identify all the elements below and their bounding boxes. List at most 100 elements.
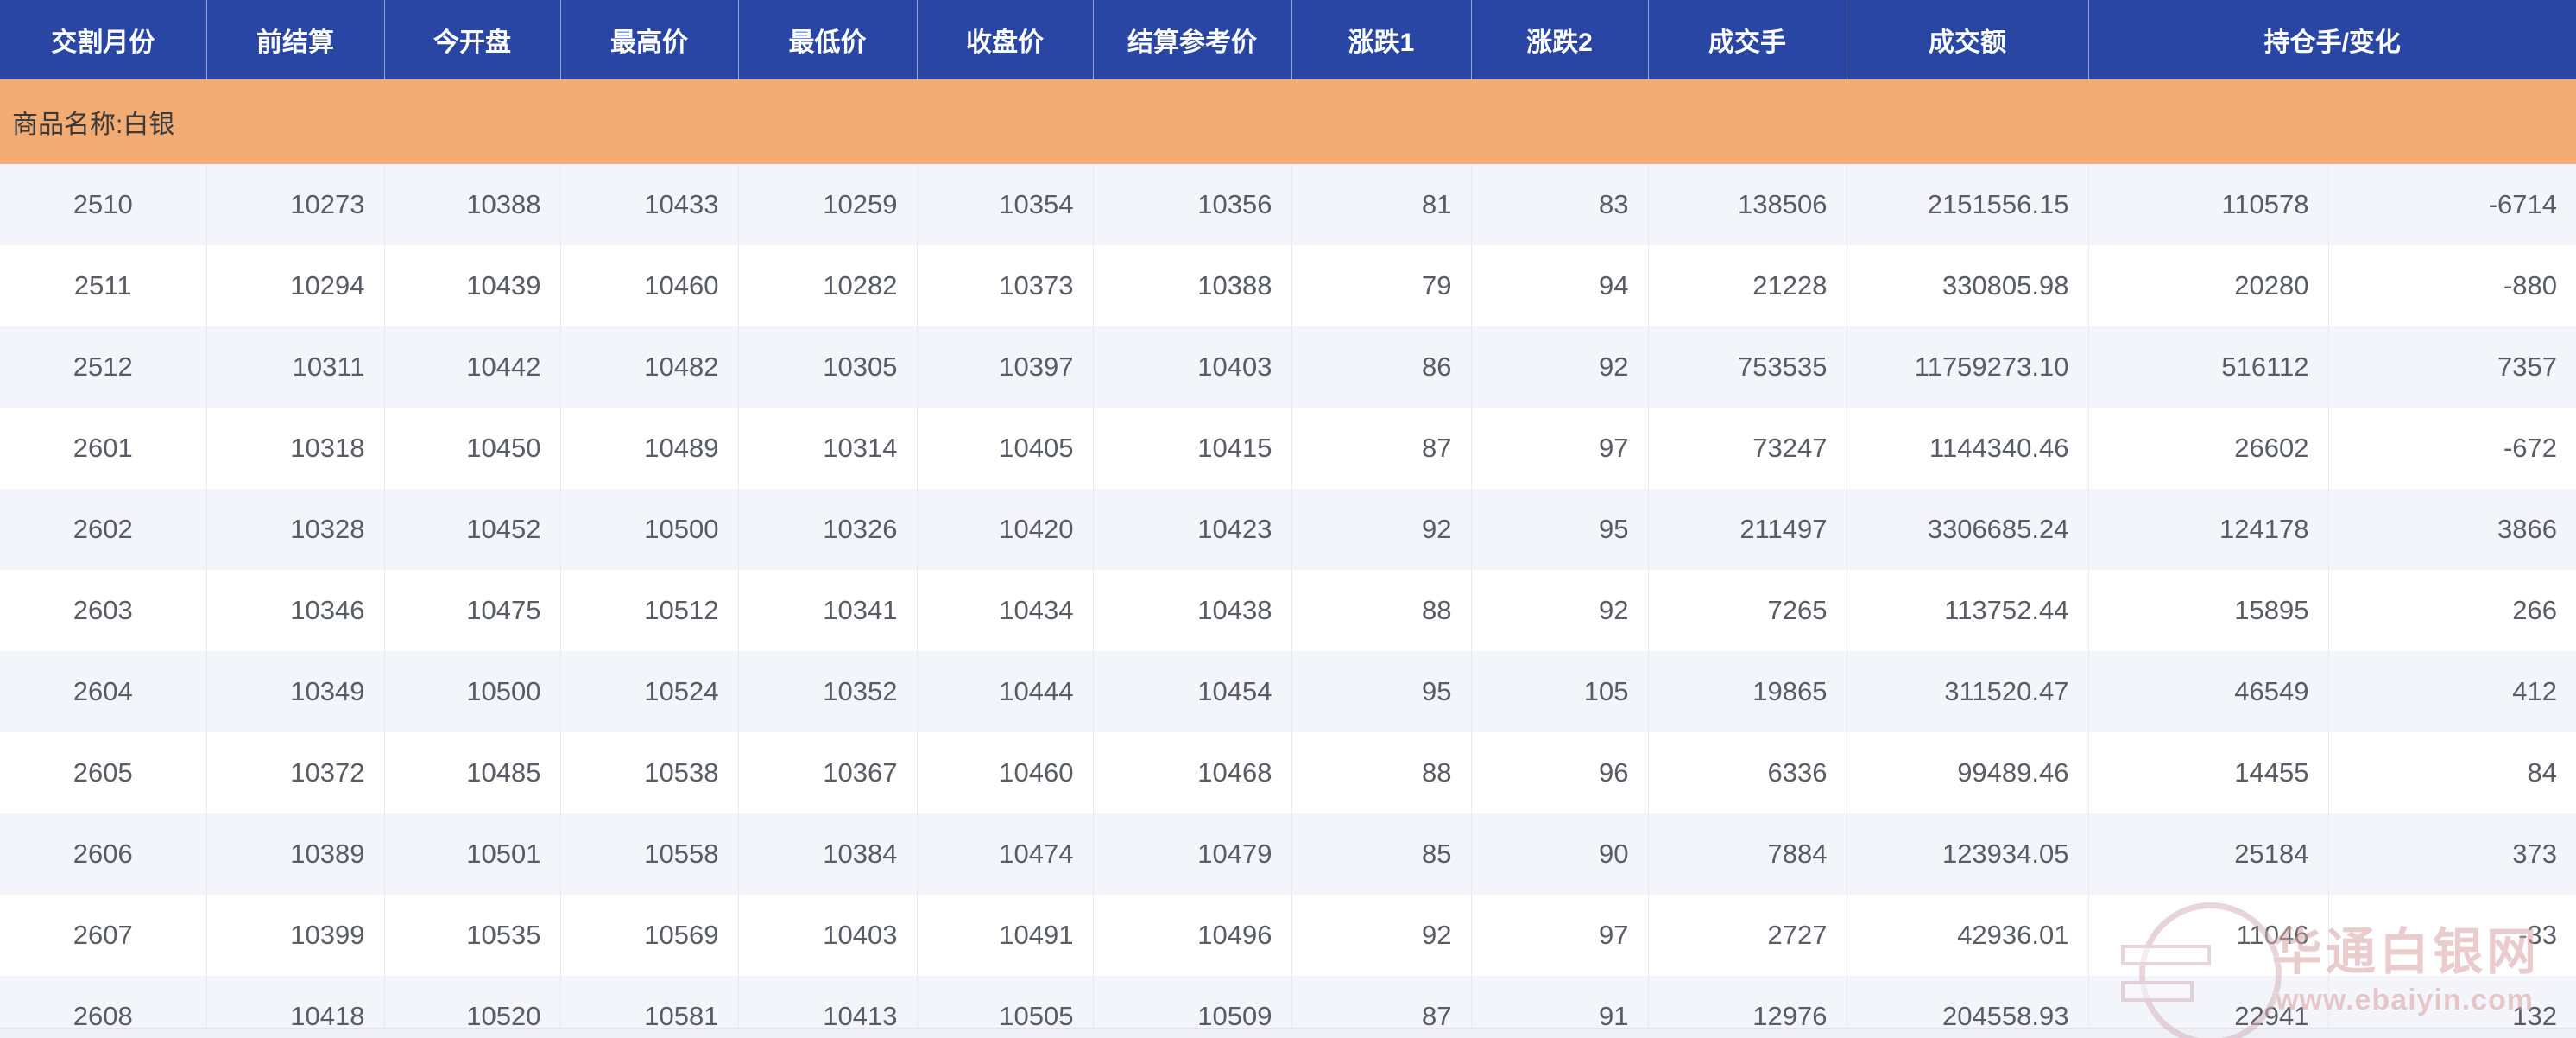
table-cell: 91 bbox=[1471, 976, 1649, 1028]
table-cell: 412 bbox=[2328, 651, 2576, 732]
product-group-label: 商品名称:白银 bbox=[0, 79, 2576, 164]
table-cell: 10444 bbox=[917, 651, 1094, 732]
cell-delivery-month: 2608 bbox=[0, 976, 207, 1028]
table-cell: -33 bbox=[2328, 895, 2576, 976]
table-cell: 85 bbox=[1291, 813, 1472, 895]
table-cell: 92 bbox=[1471, 570, 1649, 651]
table-cell: 25184 bbox=[2088, 813, 2329, 895]
table-cell: 124178 bbox=[2088, 489, 2329, 570]
table-cell: 10418 bbox=[206, 976, 385, 1028]
table-row: 2511 10294 10439 10460 10282 10373 10388 79 94 21… bbox=[0, 245, 2576, 326]
table-cell: 10501 bbox=[384, 813, 561, 895]
table-cell: 92 bbox=[1471, 326, 1649, 408]
table-row: 2608 10418 10520 10581 10413 10505 10509 87 91 12… bbox=[0, 976, 2576, 1028]
column-header-low: 最低价 bbox=[738, 0, 918, 79]
table-cell: 10326 bbox=[738, 489, 918, 570]
table-cell: -6714 bbox=[2328, 164, 2576, 245]
table-cell: 10384 bbox=[738, 813, 918, 895]
column-header-change1: 涨跌1 bbox=[1291, 0, 1472, 79]
table-cell: 10581 bbox=[560, 976, 739, 1028]
table-cell: 14455 bbox=[2088, 732, 2329, 813]
column-header-open-interest-change: 持仓手/变化 bbox=[2088, 0, 2576, 79]
table-cell: 10450 bbox=[384, 408, 561, 489]
cell-delivery-month: 2604 bbox=[0, 651, 207, 732]
cell-delivery-month: 2607 bbox=[0, 895, 207, 976]
table-cell: 266 bbox=[2328, 570, 2576, 651]
table-cell: 42936.01 bbox=[1847, 895, 2089, 976]
table-cell: 10442 bbox=[384, 326, 561, 408]
table-cell: 96 bbox=[1471, 732, 1649, 813]
cell-delivery-month: 2601 bbox=[0, 408, 207, 489]
table-cell: 132 bbox=[2328, 976, 2576, 1028]
table-cell: 10438 bbox=[1093, 570, 1292, 651]
table-cell: 2151556.15 bbox=[1847, 164, 2089, 245]
table-cell: 10346 bbox=[206, 570, 385, 651]
table-cell: 6336 bbox=[1648, 732, 1847, 813]
table-cell: 94 bbox=[1471, 245, 1649, 326]
table-cell: 10397 bbox=[917, 326, 1094, 408]
table-row: 2605 10372 10485 10538 10367 10460 10468 88 96 63… bbox=[0, 732, 2576, 813]
table-row: 2604 10349 10500 10524 10352 10444 10454 95 105 1… bbox=[0, 651, 2576, 732]
table-cell: 10372 bbox=[206, 732, 385, 813]
table-row: 2607 10399 10535 10569 10403 10491 10496 92 97 27… bbox=[0, 895, 2576, 976]
table-cell: 10373 bbox=[917, 245, 1094, 326]
column-header-close: 收盘价 bbox=[917, 0, 1094, 79]
table-cell: 10520 bbox=[384, 976, 561, 1028]
table-cell: 10367 bbox=[738, 732, 918, 813]
table-row: 2602 10328 10452 10500 10326 10420 10423 92 95 21… bbox=[0, 489, 2576, 570]
cell-delivery-month: 2510 bbox=[0, 164, 207, 245]
table-cell: 10460 bbox=[917, 732, 1094, 813]
table-row: 2512 10311 10442 10482 10305 10397 10403 86 92 75… bbox=[0, 326, 2576, 408]
cell-delivery-month: 2512 bbox=[0, 326, 207, 408]
table-cell: 10460 bbox=[560, 245, 739, 326]
table-cell: 79 bbox=[1291, 245, 1472, 326]
table-cell: 21228 bbox=[1648, 245, 1847, 326]
table-cell: 10454 bbox=[1093, 651, 1292, 732]
column-header-change2: 涨跌2 bbox=[1471, 0, 1649, 79]
table-cell: 10468 bbox=[1093, 732, 1292, 813]
table-cell: 10496 bbox=[1093, 895, 1292, 976]
column-header-volume: 成交手 bbox=[1648, 0, 1847, 79]
table-cell: 22941 bbox=[2088, 976, 2329, 1028]
table-cell: 10399 bbox=[206, 895, 385, 976]
table-cell: 10491 bbox=[917, 895, 1094, 976]
table-cell: 211497 bbox=[1648, 489, 1847, 570]
table-cell: 10413 bbox=[738, 976, 918, 1028]
table-cell: 753535 bbox=[1648, 326, 1847, 408]
table-cell: 99489.46 bbox=[1847, 732, 2089, 813]
table-cell: 10405 bbox=[917, 408, 1094, 489]
table-row: 2603 10346 10475 10512 10341 10434 10438 88 92 72… bbox=[0, 570, 2576, 651]
table-cell: 10318 bbox=[206, 408, 385, 489]
table-cell: 92 bbox=[1291, 895, 1472, 976]
table-cell: 88 bbox=[1291, 732, 1472, 813]
table-cell: 10474 bbox=[917, 813, 1094, 895]
table-cell: 10500 bbox=[560, 489, 739, 570]
product-group-row: 商品名称:白银 bbox=[0, 79, 2576, 164]
table-cell: 90 bbox=[1471, 813, 1649, 895]
table-cell: 7884 bbox=[1648, 813, 1847, 895]
table-cell: 10479 bbox=[1093, 813, 1292, 895]
table-cell: 123934.05 bbox=[1847, 813, 2089, 895]
table-cell: 10259 bbox=[738, 164, 918, 245]
table-cell: 10475 bbox=[384, 570, 561, 651]
table-cell: 10294 bbox=[206, 245, 385, 326]
table-cell: 2727 bbox=[1648, 895, 1847, 976]
table-cell: 10452 bbox=[384, 489, 561, 570]
table-cell: 10341 bbox=[738, 570, 918, 651]
column-header-high: 最高价 bbox=[560, 0, 739, 79]
table-cell: 516112 bbox=[2088, 326, 2329, 408]
table-cell: 20280 bbox=[2088, 245, 2329, 326]
header-row: 交割月份 前结算 今开盘 最高价 最低价 收盘价 结算参考价 涨跌1 涨跌2 成… bbox=[0, 0, 2576, 79]
table-cell: 7265 bbox=[1648, 570, 1847, 651]
table-cell: -672 bbox=[2328, 408, 2576, 489]
table-cell: 87 bbox=[1291, 976, 1472, 1028]
table-cell: 138506 bbox=[1648, 164, 1847, 245]
cell-delivery-month: 2602 bbox=[0, 489, 207, 570]
table-cell: 10420 bbox=[917, 489, 1094, 570]
table-cell: 10388 bbox=[1093, 245, 1292, 326]
table-cell: 10388 bbox=[384, 164, 561, 245]
table-cell: 19865 bbox=[1648, 651, 1847, 732]
table-cell: 10349 bbox=[206, 651, 385, 732]
